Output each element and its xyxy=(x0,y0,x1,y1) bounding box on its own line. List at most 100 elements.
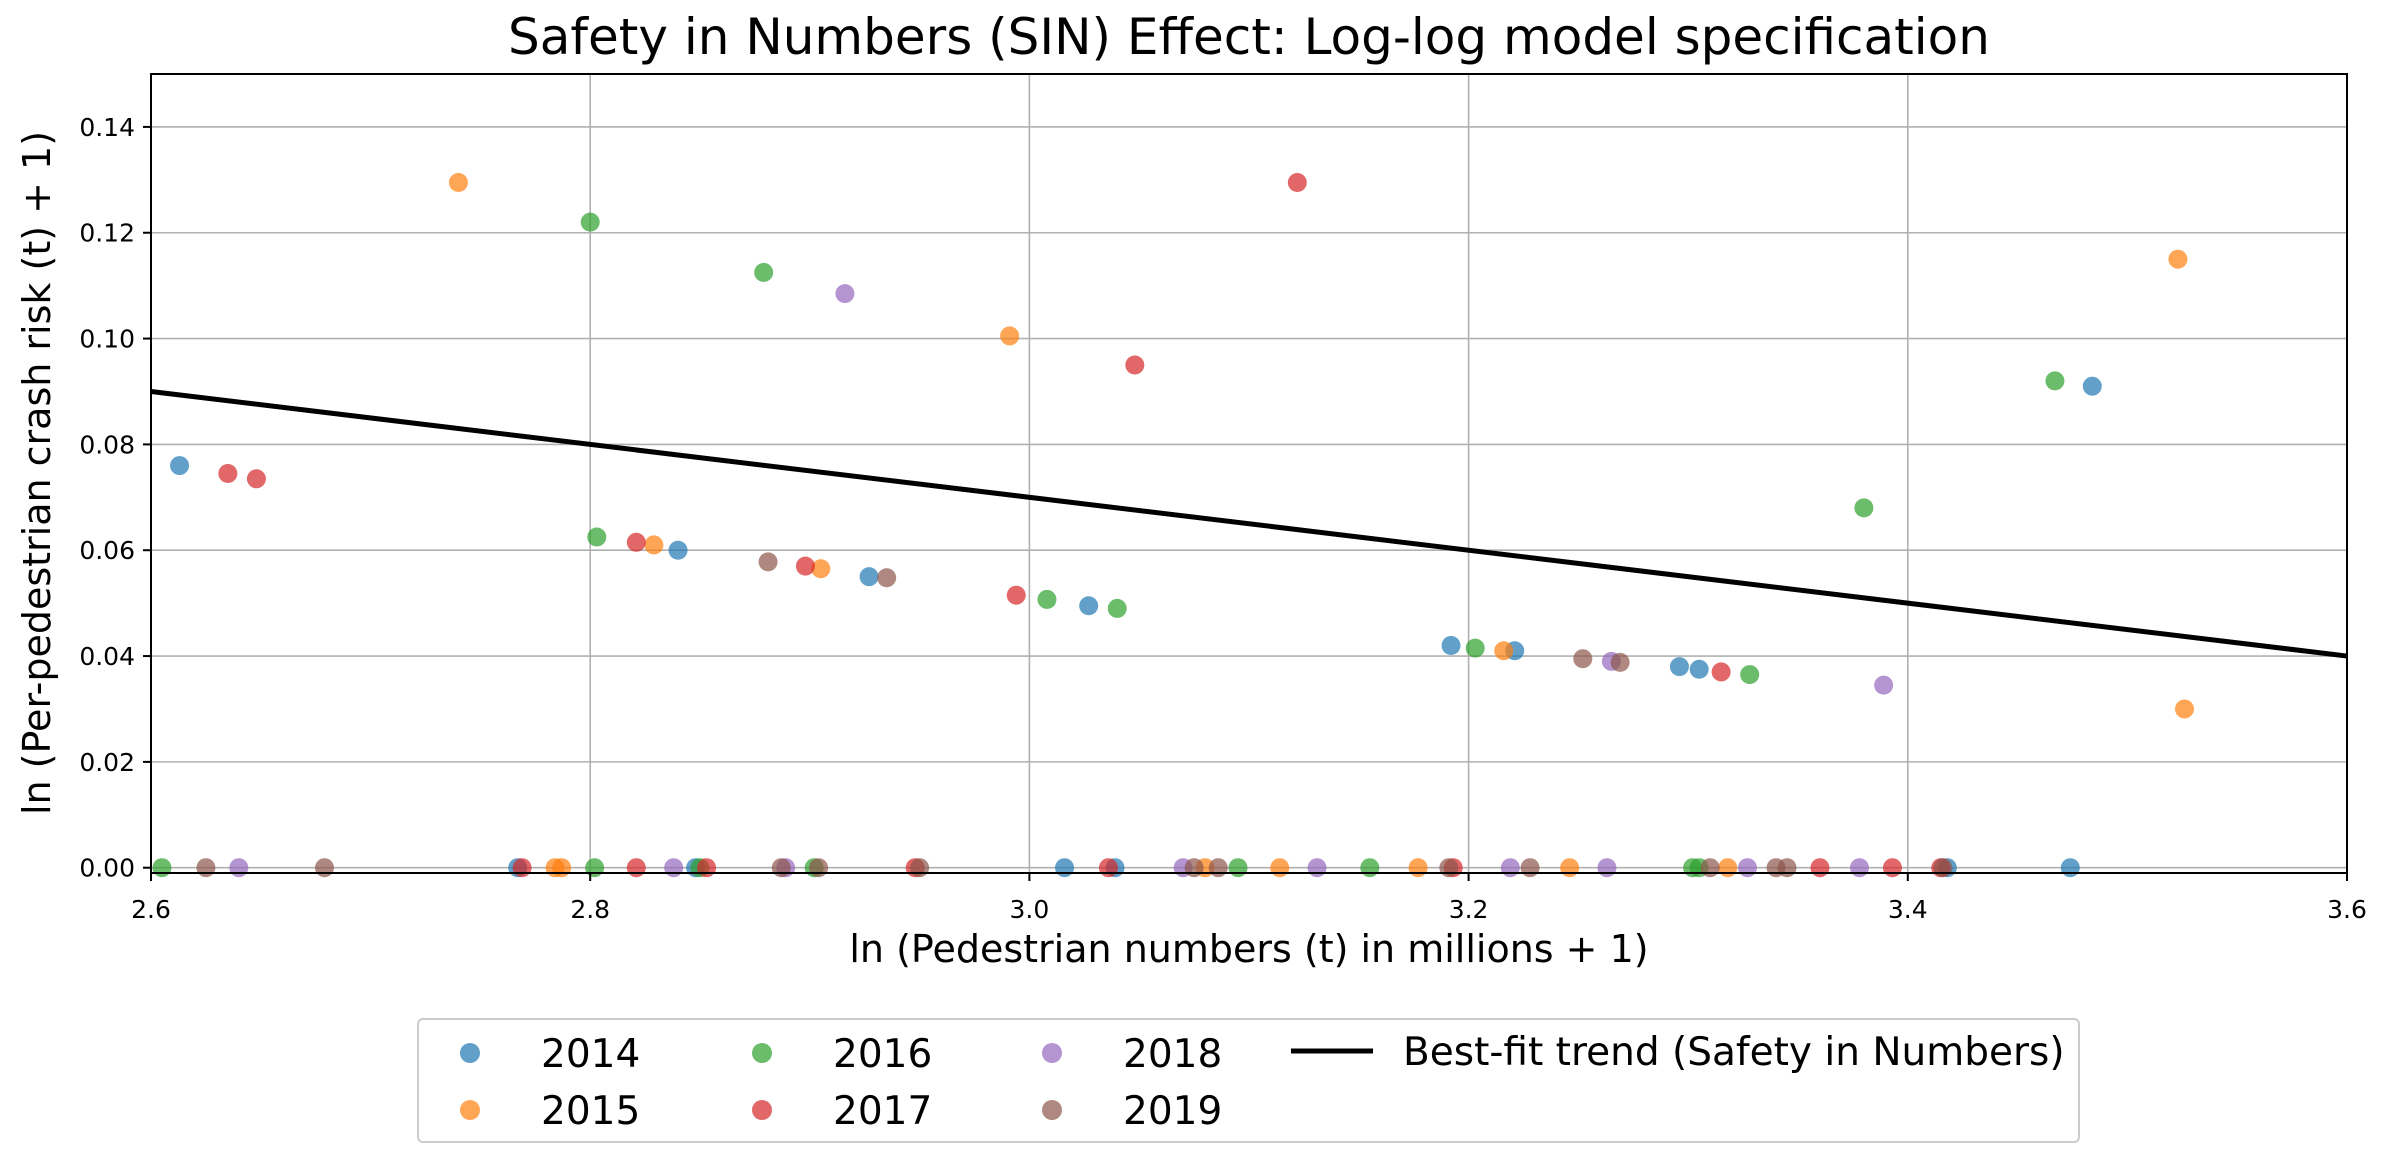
data-point xyxy=(170,456,190,476)
data-point xyxy=(1777,858,1797,878)
x-tick-label: 2.6 xyxy=(131,895,171,924)
data-point xyxy=(229,858,249,878)
legend-label-2015: 2015 xyxy=(541,1089,640,1134)
data-point xyxy=(1610,652,1630,672)
scatter-points xyxy=(152,172,2194,878)
data-point xyxy=(1849,858,1869,878)
data-point xyxy=(859,567,879,587)
data-point xyxy=(2045,371,2065,391)
data-point xyxy=(1597,858,1617,878)
data-point xyxy=(758,552,778,572)
grid-lines xyxy=(150,74,2348,873)
chart-title: Safety in Numbers (SIN) Effect: Log-log … xyxy=(508,8,1990,66)
data-point xyxy=(2174,699,2194,719)
y-tick-label: 0.06 xyxy=(79,536,135,565)
trend-layer xyxy=(150,389,2348,659)
legend-label-2017: 2017 xyxy=(833,1089,932,1134)
data-point xyxy=(1408,858,1428,878)
y-tick-label: 0.04 xyxy=(79,642,135,671)
data-point xyxy=(246,469,266,489)
legend-label-2019: 2019 xyxy=(1123,1089,1222,1134)
data-point xyxy=(1107,598,1127,618)
legend-label-trend: Best-fit trend (Safety in Numbers) xyxy=(1403,1030,2065,1075)
data-point xyxy=(835,284,855,304)
y-tick-label: 0.12 xyxy=(79,219,135,248)
data-point xyxy=(795,556,815,576)
legend-marker-2019 xyxy=(1042,1100,1062,1120)
data-point xyxy=(152,858,172,878)
data-point xyxy=(1740,665,1760,685)
y-tick-label: 0.10 xyxy=(79,325,135,354)
data-point xyxy=(754,262,774,282)
y-axis-ticks: 0.00 0.02 0.04 0.06 0.08 0.10 0.12 0.14 xyxy=(79,113,151,883)
series-2016 xyxy=(152,212,2065,878)
data-point xyxy=(626,858,646,878)
y-tick-label: 0.14 xyxy=(79,113,135,142)
data-point xyxy=(1228,858,1248,878)
data-point xyxy=(1882,858,1902,878)
data-point xyxy=(1079,596,1099,616)
data-point xyxy=(771,858,791,878)
data-point xyxy=(1854,498,1874,518)
data-point xyxy=(1560,858,1580,878)
data-point xyxy=(1573,649,1593,669)
data-point xyxy=(314,858,334,878)
x-tick-label: 3.6 xyxy=(2327,895,2367,924)
data-point xyxy=(1465,638,1485,658)
legend-marker-2014 xyxy=(460,1043,480,1063)
data-point xyxy=(626,532,646,552)
trend-line xyxy=(150,389,2348,659)
data-point xyxy=(1810,858,1830,878)
data-point xyxy=(1874,675,1894,695)
x-axis-ticks: 2.6 2.8 3.0 3.2 3.4 3.6 xyxy=(131,873,2367,924)
data-point xyxy=(809,858,829,878)
legend-label-2016: 2016 xyxy=(833,1032,932,1077)
data-point xyxy=(1055,858,1075,878)
data-point xyxy=(1270,858,1290,878)
series-2014 xyxy=(170,376,2102,878)
data-point xyxy=(697,858,717,878)
data-point xyxy=(1494,641,1514,661)
legend: 2014 2015 2016 2017 2018 2019 Best-fit trend (… xyxy=(417,1018,2080,1143)
data-point xyxy=(1700,858,1720,878)
data-point xyxy=(587,527,607,547)
data-point xyxy=(1184,858,1204,878)
data-point xyxy=(1520,858,1540,878)
data-point xyxy=(1500,858,1520,878)
x-tick-label: 3.0 xyxy=(1010,895,1050,924)
data-point xyxy=(1307,858,1327,878)
y-axis-label: ln (Per-pedestrian crash risk (t) + 1) xyxy=(15,131,59,815)
data-point xyxy=(196,858,216,878)
data-point xyxy=(1287,172,1307,192)
data-point xyxy=(218,464,238,483)
data-point xyxy=(1125,355,1145,375)
y-tick-label: 0.08 xyxy=(79,430,135,459)
y-tick-label: 0.00 xyxy=(79,854,135,883)
data-point xyxy=(1439,858,1459,878)
legend-items: 2014 2015 2016 2017 2018 2019 Best-fit trend (… xyxy=(460,1030,2065,1134)
data-point xyxy=(1098,858,1118,878)
legend-label-2018: 2018 xyxy=(1123,1032,1222,1077)
plot-area-frame xyxy=(150,73,2348,874)
x-axis-label: ln (Pedestrian numbers (t) in millions +… xyxy=(849,927,1648,971)
data-point xyxy=(1718,858,1738,878)
data-point xyxy=(1208,858,1228,878)
data-point xyxy=(1006,585,1026,605)
data-point xyxy=(1000,326,1020,346)
data-point xyxy=(1711,662,1731,682)
x-tick-label: 2.8 xyxy=(570,895,610,924)
data-point xyxy=(552,858,572,878)
data-point xyxy=(2060,858,2080,878)
series-2019 xyxy=(196,552,1953,878)
data-point xyxy=(877,568,897,588)
y-tick-label: 0.02 xyxy=(79,748,135,777)
legend-marker-2017 xyxy=(752,1100,772,1120)
data-point xyxy=(1037,589,1057,609)
x-tick-label: 3.4 xyxy=(1888,895,1928,924)
legend-marker-2016 xyxy=(752,1043,772,1063)
legend-marker-2018 xyxy=(1042,1043,1062,1063)
data-point xyxy=(2168,249,2188,269)
x-tick-label: 3.2 xyxy=(1449,895,1489,924)
data-point xyxy=(1933,858,1953,878)
data-point xyxy=(580,212,600,232)
